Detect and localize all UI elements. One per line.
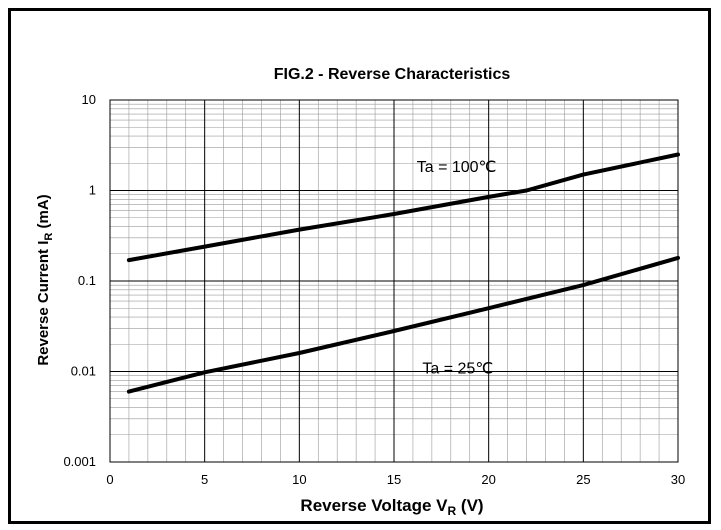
y-axis-label: Reverse Current IR (mA) <box>35 194 55 365</box>
y-tick-label: 1 <box>89 183 96 198</box>
x-tick-label: 20 <box>481 472 495 487</box>
plot-area <box>109 99 679 463</box>
y-tick-label: 0.01 <box>71 364 96 379</box>
x-tick-label: 25 <box>576 472 590 487</box>
x-tick-label: 15 <box>387 472 401 487</box>
x-tick-label: 30 <box>671 472 685 487</box>
grid <box>109 99 679 463</box>
y-tick-label: 0.1 <box>78 273 96 288</box>
series-annotation: Ta = 100℃ <box>417 159 497 176</box>
y-tick-label: 10 <box>82 92 96 107</box>
annotations: Ta = 100℃ Ta = 25℃ <box>417 159 497 377</box>
chart-frame <box>8 8 711 524</box>
y-tick-label: 0.001 <box>63 454 96 469</box>
series-line <box>126 255 680 394</box>
x-tick-label: 10 <box>292 472 306 487</box>
tick-labels: 0 5 10 15 20 25 30 0.001 0.01 0.1 1 10 <box>63 92 685 487</box>
series-annotation: Ta = 25℃ <box>422 361 493 378</box>
series-line <box>126 152 680 263</box>
x-axis-label: Reverse Voltage VR (V) <box>300 496 483 518</box>
x-tick-label: 0 <box>106 472 113 487</box>
series-layer <box>126 152 680 394</box>
chart-title: FIG.2 - Reverse Characteristics <box>274 66 511 83</box>
x-tick-label: 5 <box>201 472 208 487</box>
